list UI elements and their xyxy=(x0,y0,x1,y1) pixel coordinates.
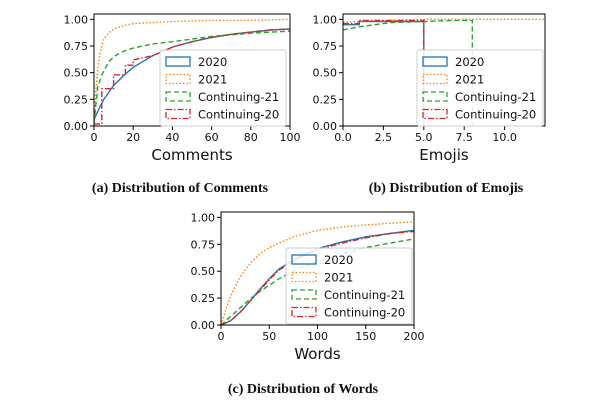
panel-caption: (c) Distribution of Words xyxy=(228,382,379,397)
y-tick-label: 0.25 xyxy=(191,292,216,305)
y-tick-label: 0.75 xyxy=(313,40,338,53)
panel-caption: (b) Distribution of Emojis xyxy=(369,181,524,196)
x-tick-label: 7.5 xyxy=(455,131,473,144)
legend-label: Continuing-20 xyxy=(455,108,536,122)
series-line-2020 xyxy=(343,20,425,126)
series-line-continuing-21 xyxy=(94,30,290,123)
y-tick-label: 0.50 xyxy=(64,67,89,80)
legend-swatch-continuing-21 xyxy=(291,289,317,300)
legend-label: 2020 xyxy=(455,55,484,69)
y-tick-label: 1.00 xyxy=(191,211,216,224)
y-tick-label: 0.00 xyxy=(313,120,338,133)
x-axis-label: Words xyxy=(294,345,341,363)
legend-swatch-2020 xyxy=(422,56,448,67)
panel-caption: (a) Distribution of Comments xyxy=(92,181,269,196)
chart-panel-2: 0.0 2.5 5.0 7.5 10.0 0.00 0.25 0.50 0.75 1.00 Emoj… xyxy=(313,13,546,196)
x-tick-label: 150 xyxy=(355,330,376,343)
y-tick-label: 0.50 xyxy=(313,67,338,80)
series-line-continuing-20 xyxy=(94,28,290,125)
x-axis-label: Comments xyxy=(151,146,232,164)
y-tick-label: 0.75 xyxy=(64,40,89,53)
series-line-continuing-20 xyxy=(343,19,425,126)
y-tick-label: 0.50 xyxy=(191,265,216,278)
x-tick-label: 200 xyxy=(404,330,425,343)
legend-swatch-2021 xyxy=(165,73,191,85)
legend-box xyxy=(159,49,287,127)
x-tick-label: 0 xyxy=(91,131,98,144)
x-tick-label: 100 xyxy=(307,330,328,343)
legend-label: 2021 xyxy=(198,73,227,87)
legend-swatch-continuing-20 xyxy=(165,108,191,120)
legend-label: Continuing-21 xyxy=(455,90,536,104)
x-tick-label: 0.0 xyxy=(334,131,352,144)
series-line-2021 xyxy=(94,18,290,124)
legend-swatch-2021 xyxy=(291,271,317,283)
legend-swatch-continuing-20 xyxy=(422,108,448,120)
y-tick-label: 1.00 xyxy=(64,13,89,26)
legend-box xyxy=(416,49,544,127)
x-tick-label: 60 xyxy=(205,131,219,144)
legend-label: 2021 xyxy=(455,73,484,87)
x-tick-label: 0 xyxy=(218,330,225,343)
series-line-continuing-21 xyxy=(221,238,414,325)
x-tick-label: 5.0 xyxy=(415,131,433,144)
legend-swatch-continuing-21 xyxy=(422,91,448,102)
y-tick-label: 0.75 xyxy=(191,238,216,251)
legend-swatch-2021 xyxy=(422,73,448,85)
y-tick-label: 0.00 xyxy=(191,319,216,332)
legend-label: Continuing-21 xyxy=(324,288,405,302)
legend-swatch-continuing-21 xyxy=(165,91,191,102)
y-tick-label: 0.00 xyxy=(64,120,89,133)
chart-panel-3: 0 50 100 150 200 0.00 0.25 0.50 0.75 1.00 Words 202… xyxy=(191,211,425,397)
x-tick-label: 2.5 xyxy=(375,131,393,144)
series-line-2021 xyxy=(221,221,414,325)
legend-label: 2020 xyxy=(324,253,353,267)
legend-label: 2021 xyxy=(324,271,353,285)
y-tick-label: 0.25 xyxy=(64,93,89,106)
legend-swatch-2020 xyxy=(291,254,317,265)
y-tick-label: 0.25 xyxy=(313,93,338,106)
y-tick-label: 1.00 xyxy=(313,13,338,26)
legend-label: Continuing-20 xyxy=(198,108,279,122)
x-tick-label: 80 xyxy=(244,131,258,144)
x-tick-label: 20 xyxy=(126,131,140,144)
x-tick-label: 100 xyxy=(280,131,301,144)
legend-swatch-continuing-20 xyxy=(291,306,317,318)
x-tick-label: 40 xyxy=(165,131,179,144)
series-line-continuing-21 xyxy=(343,19,473,126)
x-tick-label: 50 xyxy=(262,330,276,343)
x-tick-label: 10.0 xyxy=(492,131,517,144)
legend-box xyxy=(285,247,413,325)
legend-label: Continuing-21 xyxy=(198,90,279,104)
x-axis-label: Emojis xyxy=(419,146,469,164)
legend-swatch-2020 xyxy=(165,56,191,67)
chart-panel-1: 0 20 40 60 80 100 0.00 0.25 0.50 0.75 1.00 Comments… xyxy=(64,13,301,196)
legend-label: Continuing-20 xyxy=(324,306,405,320)
legend-label: 2020 xyxy=(198,55,227,69)
series-line-continuing-20 xyxy=(221,230,414,325)
